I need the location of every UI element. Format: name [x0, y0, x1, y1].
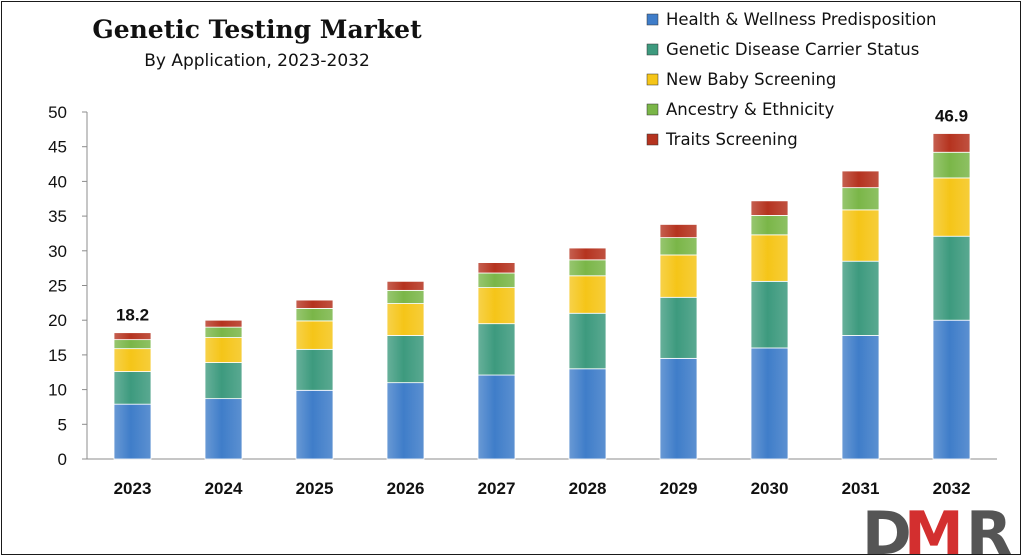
y-tick-label: 25 — [48, 277, 67, 296]
y-tick-label: 20 — [48, 311, 67, 330]
logo-letter-d: D — [862, 499, 912, 556]
bar-segment — [295, 308, 334, 322]
y-tick-label: 15 — [48, 346, 67, 365]
legend-entry-label: Ancestry & Ethnicity — [666, 100, 834, 119]
bar-segment — [477, 262, 516, 274]
bar-segment — [750, 200, 789, 216]
legend-swatch — [646, 43, 659, 56]
bar-segment — [750, 215, 789, 236]
x-tick-label: 2032 — [933, 479, 971, 498]
legend-entry-label: Genetic Disease Carrier Status — [666, 40, 919, 59]
x-tick-label: 2026 — [387, 479, 425, 498]
y-tick-label: 45 — [48, 138, 67, 157]
x-tick-label: 2023 — [114, 479, 152, 498]
bar-segment — [386, 335, 425, 384]
bar-segment — [568, 312, 607, 370]
bar-segment — [568, 247, 607, 261]
bar-segment — [204, 326, 243, 338]
bar-segment — [932, 133, 971, 153]
bar-series-group — [113, 133, 971, 460]
legend-entry-label: New Baby Screening — [666, 70, 836, 89]
bar-segment — [113, 403, 152, 460]
y-tick-label: 50 — [48, 103, 67, 122]
bar-segment — [386, 382, 425, 460]
legend-swatch — [646, 13, 659, 26]
y-tick-label: 10 — [48, 381, 67, 400]
bar-segment — [659, 296, 698, 359]
bar-segment — [750, 347, 789, 460]
bar-segment — [477, 272, 516, 288]
bar-segment — [386, 303, 425, 336]
y-tick-label: 40 — [48, 172, 67, 191]
x-axis: 2023 2024 2025 2026 2027 2028 2029 2030 2031 2032 — [87, 458, 997, 498]
bar-segment — [204, 398, 243, 460]
x-tick-label: 2028 — [569, 479, 607, 498]
bar-segment — [204, 319, 243, 328]
x-tick-label: 2030 — [751, 479, 789, 498]
data-label: 46.9 — [935, 107, 968, 126]
bar-segment — [113, 371, 152, 405]
bar-segment — [841, 209, 880, 262]
chart-subtitle: By Application, 2023-2032 — [144, 51, 370, 71]
bar-segment — [386, 289, 425, 304]
bar-segment — [295, 348, 334, 391]
bar-segment — [204, 337, 243, 363]
bar-segment — [841, 260, 880, 336]
x-tick-label: 2029 — [660, 479, 698, 498]
bar-segment — [295, 320, 334, 350]
x-tick-label: 2027 — [478, 479, 516, 498]
bar-segment — [568, 275, 607, 314]
x-tick-label: 2024 — [205, 479, 243, 498]
bar-segment — [932, 235, 971, 321]
bar-segment — [477, 323, 516, 376]
x-tick-label: 2025 — [296, 479, 334, 498]
bar-segment — [113, 339, 152, 350]
legend-swatch — [646, 103, 659, 116]
logo-letter-m: M — [904, 499, 964, 556]
y-tick-label: 35 — [48, 207, 67, 226]
chart-title: Genetic Testing Market — [92, 15, 422, 44]
legend: Health & Wellness Predisposition Genetic … — [646, 10, 937, 149]
bar-segment — [477, 287, 516, 325]
data-labels: 18.2 46.9 — [116, 107, 968, 325]
x-tick-label: 2031 — [842, 479, 880, 498]
legend-entry-label: Traits Screening — [665, 130, 798, 149]
y-tick-label: 5 — [58, 415, 67, 434]
bar-segment — [841, 335, 880, 460]
data-label: 18.2 — [116, 306, 149, 325]
bar-segment — [841, 170, 880, 189]
bar-segment — [204, 362, 243, 400]
legend-swatch — [646, 133, 659, 146]
bar-segment — [750, 234, 789, 282]
bar-segment — [295, 299, 334, 309]
bar-segment — [113, 348, 152, 372]
bar-segment — [659, 357, 698, 460]
logo-letter-r: R — [966, 499, 1012, 556]
bar-segment — [932, 151, 971, 179]
dmr-logo: D M R — [862, 499, 1012, 556]
y-tick-label: 30 — [48, 242, 67, 261]
y-tick-label: 0 — [58, 450, 67, 469]
bar-segment — [477, 374, 516, 460]
bar-segment — [659, 224, 698, 239]
bar-segment — [841, 187, 880, 211]
bar-segment — [750, 280, 789, 349]
bar-segment — [932, 177, 971, 237]
bar-segment — [659, 254, 698, 298]
bar-segment — [386, 280, 425, 291]
bar-segment — [568, 259, 607, 277]
bar-segment — [932, 319, 971, 460]
bar-segment — [113, 332, 152, 341]
bar-segment — [568, 368, 607, 460]
legend-swatch — [646, 73, 659, 86]
bar-segment — [295, 389, 334, 460]
bar-segment — [659, 237, 698, 256]
y-axis: 0 5 10 15 20 25 30 35 40 45 50 — [48, 103, 88, 469]
legend-entry-label: Health & Wellness Predisposition — [666, 10, 937, 29]
